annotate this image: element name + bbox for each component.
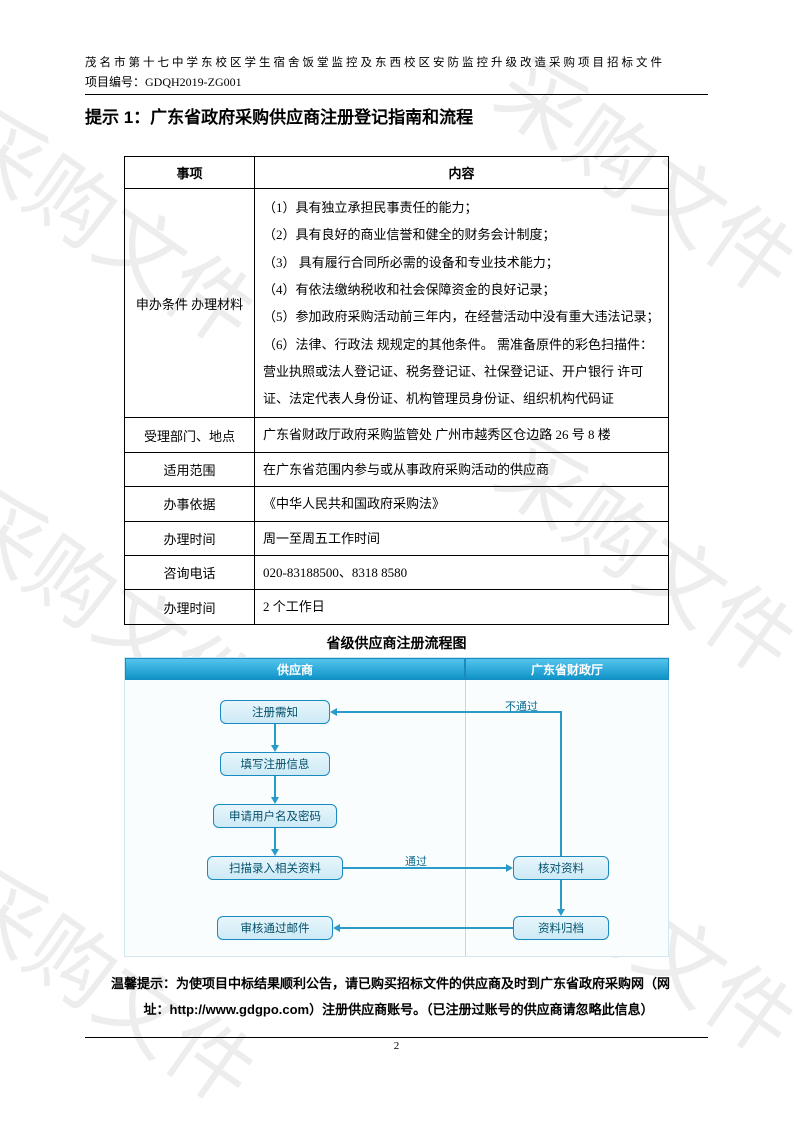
arrow (274, 776, 276, 798)
content-line: （6）法律、行政法 规规定的其他条件。 需准备原件的彩色扫描件：营业执照或法人登… (263, 331, 660, 413)
footer-rule (85, 1037, 708, 1038)
table-header-row: 事项 内容 (125, 157, 669, 189)
flow-node-apply-account: 申请用户名及密码 (213, 804, 337, 828)
arrow-head (333, 924, 340, 932)
arrow (560, 711, 562, 856)
guide-table: 事项 内容 申办条件 办理材料 （1）具有独立承担民事责任的能力； （2）具有良… (124, 156, 669, 625)
cell-content: 020-83188500、8318 8580 (255, 556, 669, 590)
cell-content: 周一至周五工作时间 (255, 521, 669, 555)
flow-node-fill-info: 填写注册信息 (220, 752, 330, 776)
swimlane-divider (465, 680, 466, 956)
flow-label-fail: 不通过 (505, 698, 538, 714)
content-line: （4）有依法缴纳税收和社会保障资金的良好记录； (263, 276, 660, 303)
th-item: 事项 (125, 157, 255, 189)
cell-item: 咨询电话 (125, 556, 255, 590)
arrow-head (557, 909, 565, 916)
warm-hint: 温馨提示：为使项目中标结果顺利公告，请已购买招标文件的供应商及时到广东省政府采购… (85, 971, 708, 1023)
header-project-line: 茂名市第十七中学东校区学生宿舍饭堂监控及东西校区安防监控升级改造采购项目招标文件 (85, 55, 708, 71)
cell-item: 申办条件 办理材料 (125, 189, 255, 418)
page: 茂名市第十七中学东校区学生宿舍饭堂监控及东西校区安防监控升级改造采购项目招标文件… (0, 0, 793, 1052)
cell-item: 受理部门、地点 (125, 418, 255, 452)
hint-line-2: 址：http://www.gdgpo.com）注册供应商账号。（已注册过账号的供… (85, 997, 708, 1023)
arrow-head (330, 708, 337, 716)
arrow (274, 828, 276, 850)
flow-node-scan-materials: 扫描录入相关资料 (207, 856, 343, 880)
flow-node-approval-mail: 审核通过邮件 (217, 916, 333, 940)
content-line: （1）具有独立承担民事责任的能力； (263, 194, 660, 221)
flowchart-title: 省级供应商注册流程图 (85, 633, 708, 653)
header-rule (85, 94, 708, 95)
cell-content: 在广东省范围内参与或从事政府采购活动的供应商 (255, 452, 669, 486)
header-project-code: 项目编号：GDQH2019-ZG001 (85, 73, 708, 90)
arrow-head (271, 745, 279, 752)
th-content: 内容 (255, 157, 669, 189)
table-row: 咨询电话 020-83188500、8318 8580 (125, 556, 669, 590)
content-line: （3） 具有履行合同所必需的设备和专业技术能力； (263, 249, 660, 276)
cell-content: 广东省财政厅政府采购监管处 广州市越秀区仓边路 26 号 8 楼 (255, 418, 669, 452)
content-line: （5）参加政府采购活动前三年内，在经营活动中没有重大违法记录； (263, 303, 660, 330)
cell-item: 适用范围 (125, 452, 255, 486)
flow-node-verify-materials: 核对资料 (513, 856, 609, 880)
swimlane-header-right: 广东省财政厅 (465, 658, 669, 680)
table-row: 办事依据 《中华人民共和国政府采购法》 (125, 487, 669, 521)
arrow-head (271, 797, 279, 804)
arrow (560, 880, 562, 910)
arrow (340, 927, 513, 929)
cell-item: 办理时间 (125, 521, 255, 555)
cell-content: 《中华人民共和国政府采购法》 (255, 487, 669, 521)
page-number: 2 (85, 1040, 708, 1052)
flowchart: 供应商 广东省财政厅 注册需知 填写注册信息 申请用户名及密码 扫描录入相关资料… (124, 657, 669, 957)
arrow (274, 724, 276, 746)
swimlane-header-left: 供应商 (125, 658, 465, 680)
flow-node-register-notice: 注册需知 (220, 700, 330, 724)
cell-item: 办理时间 (125, 590, 255, 624)
cell-content: （1）具有独立承担民事责任的能力； （2）具有良好的商业信誉和健全的财务会计制度… (255, 189, 669, 418)
cell-content: 2 个工作日 (255, 590, 669, 624)
page-title: 提示 1：广东省政府采购供应商注册登记指南和流程 (85, 103, 708, 128)
table-row: 办理时间 周一至周五工作时间 (125, 521, 669, 555)
hint-line-1: 温馨提示：为使项目中标结果顺利公告，请已购买招标文件的供应商及时到广东省政府采购… (85, 971, 708, 997)
table-row: 适用范围 在广东省范围内参与或从事政府采购活动的供应商 (125, 452, 669, 486)
arrow-head (506, 864, 513, 872)
cell-item: 办事依据 (125, 487, 255, 521)
flow-label-pass: 通过 (405, 853, 427, 869)
table-row: 申办条件 办理材料 （1）具有独立承担民事责任的能力； （2）具有良好的商业信誉… (125, 189, 669, 418)
content-line: （2）具有良好的商业信誉和健全的财务会计制度； (263, 221, 660, 248)
table-row: 办理时间 2 个工作日 (125, 590, 669, 624)
table-row: 受理部门、地点 广东省财政厅政府采购监管处 广州市越秀区仓边路 26 号 8 楼 (125, 418, 669, 452)
flow-node-archive: 资料归档 (513, 916, 609, 940)
arrow-head (271, 849, 279, 856)
